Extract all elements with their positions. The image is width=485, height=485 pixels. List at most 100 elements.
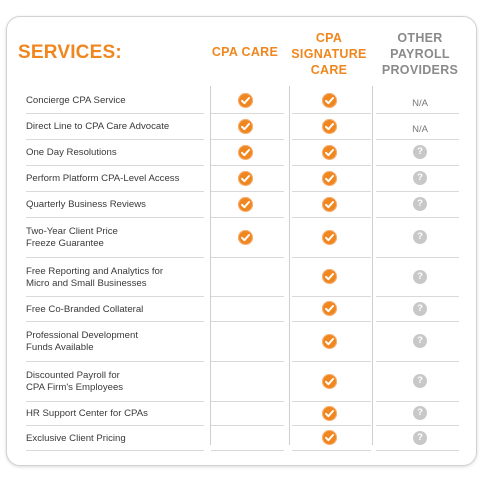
row-divider [26, 401, 204, 402]
orange-check-icon [321, 144, 337, 160]
orange-check-icon [321, 118, 337, 134]
row-divider [376, 425, 459, 426]
row-divider [292, 139, 371, 140]
service-label-line: CPA Firm's Employees [26, 382, 124, 393]
row-divider [211, 217, 284, 218]
table-row: Free Co-Branded Collateral? [26, 297, 459, 322]
not-available-text: N/A [412, 98, 428, 109]
row-divider [292, 165, 371, 166]
row-divider [292, 361, 371, 362]
orange-check-icon [237, 196, 253, 212]
service-label-line: Discounted Payroll for [26, 370, 120, 381]
service-label-line: One Day Resolutions [26, 147, 117, 158]
row-divider [376, 450, 459, 451]
row-divider [211, 401, 284, 402]
row-divider [376, 257, 459, 258]
row-divider [26, 165, 204, 166]
row-divider [292, 113, 371, 114]
service-label-line: Two-Year Client Price [26, 226, 118, 237]
service-label: Direct Line to CPA Care Advocate [26, 121, 209, 133]
question-mark-icon: ? [413, 145, 427, 159]
row-divider [376, 113, 459, 114]
service-label-line: Exclusive Client Pricing [26, 432, 126, 444]
row-divider [26, 321, 204, 322]
row-divider [376, 361, 459, 362]
table-row: Free Reporting and Analytics for Micro an… [26, 258, 459, 297]
table-row: Quarterly Business Reviews? [26, 192, 459, 218]
question-mark-icon: ? [413, 430, 427, 445]
column-divider [210, 86, 211, 445]
orange-check-icon [321, 92, 337, 108]
column-other-payroll-providers-header-line: PROVIDERS [381, 63, 459, 77]
orange-check-icon [321, 269, 337, 284]
row-divider [26, 191, 204, 192]
column-cpa-signature-care-header-line: SIGNATURE [291, 47, 367, 61]
column-cpa-care-header: CPA CARE [195, 44, 295, 60]
question-mark-icon: ? [413, 171, 427, 185]
row-divider [292, 257, 371, 258]
row-divider [376, 401, 459, 402]
orange-check-icon [321, 373, 337, 389]
orange-check-icon [321, 405, 337, 421]
orange-check-icon [321, 229, 337, 245]
table-row: Direct Line to CPA Care Advocate N/A [26, 114, 459, 140]
service-label: Concierge CPA Service [26, 95, 209, 107]
orange-check-icon [237, 229, 253, 245]
row-divider [26, 450, 204, 451]
row-divider [376, 321, 459, 322]
table-row: HR Support Center for CPAs? [26, 402, 459, 426]
row-divider [292, 217, 371, 218]
row-divider [211, 321, 284, 322]
row-divider [292, 450, 371, 451]
table-row: Discounted Payroll for CPA Firm's Employe… [26, 362, 459, 402]
orange-check-icon [321, 196, 337, 212]
column-other-payroll-providers-header-line: PAYROLL [390, 47, 450, 61]
table-row: Concierge CPA Service N/A [26, 88, 459, 114]
orange-check-icon [237, 144, 253, 160]
service-label-line: Free Co-Branded Collateral [26, 303, 144, 315]
row-divider [26, 217, 204, 218]
row-divider [211, 450, 284, 451]
question-mark-icon: ? [413, 334, 427, 348]
row-divider [376, 296, 459, 297]
orange-check-icon [321, 301, 337, 316]
question-mark-icon: ? [413, 197, 427, 211]
question-mark-icon: ? [413, 301, 427, 316]
service-label-line: Professional Development [26, 330, 138, 341]
service-label: HR Support Center for CPAs [26, 408, 209, 420]
table-row: Perform Platform CPA-Level Access? [26, 166, 459, 192]
service-label: Exclusive Client Pricing [26, 433, 209, 445]
row-divider [292, 401, 371, 402]
column-cpa-care-header-line: CPA CARE [211, 45, 279, 59]
service-label: Two-Year Client Price Freeze Guarantee [26, 226, 209, 250]
row-divider [26, 425, 204, 426]
orange-check-icon [237, 170, 253, 186]
service-label: Professional Development Funds Available [26, 330, 209, 354]
row-divider [211, 191, 284, 192]
orange-check-icon [321, 333, 337, 349]
service-label: Discounted Payroll for CPA Firm's Employe… [26, 370, 209, 394]
row-divider [292, 296, 371, 297]
question-mark-icon: ? [413, 374, 427, 388]
row-divider [211, 165, 284, 166]
table-row: Two-Year Client Price Freeze Guarantee? [26, 218, 459, 258]
column-cpa-signature-care-header-line: CPA [315, 31, 343, 45]
table-row: Professional Development Funds Available? [26, 322, 459, 362]
row-divider [292, 425, 371, 426]
row-divider [26, 296, 204, 297]
question-mark-icon: ? [413, 230, 427, 244]
row-divider [376, 165, 459, 166]
row-divider [211, 257, 284, 258]
service-label: Perform Platform CPA-Level Access [26, 173, 209, 185]
service-label-line: Concierge CPA Service [26, 95, 126, 106]
column-cpa-signature-care-header-line: CARE [310, 63, 348, 77]
service-label-line: Direct Line to CPA Care Advocate [26, 121, 170, 132]
not-available-text: N/A [412, 124, 428, 135]
column-other-payroll-providers-header-line: OTHER [397, 31, 443, 45]
row-divider [292, 191, 371, 192]
service-label-line: Quarterly Business Reviews [26, 199, 146, 210]
orange-check-icon [237, 92, 253, 108]
row-divider [211, 425, 284, 426]
service-label-line: Freeze Guarantee [26, 238, 104, 249]
row-divider [26, 139, 204, 140]
